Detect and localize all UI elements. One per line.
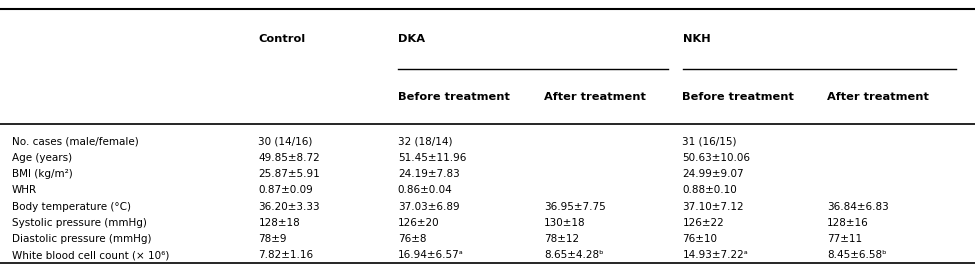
- Text: 0.88±0.10: 0.88±0.10: [682, 185, 737, 195]
- Text: 8.65±4.28ᵇ: 8.65±4.28ᵇ: [544, 250, 604, 260]
- Text: Diastolic pressure (mmHg): Diastolic pressure (mmHg): [12, 234, 151, 244]
- Text: 0.87±0.09: 0.87±0.09: [258, 185, 313, 195]
- Text: After treatment: After treatment: [544, 92, 645, 102]
- Text: 37.10±7.12: 37.10±7.12: [682, 201, 744, 212]
- Text: 25.87±5.91: 25.87±5.91: [258, 169, 320, 179]
- Text: 128±16: 128±16: [827, 218, 869, 228]
- Text: 126±22: 126±22: [682, 218, 724, 228]
- Text: 126±20: 126±20: [398, 218, 440, 228]
- Text: 24.19±7.83: 24.19±7.83: [398, 169, 459, 179]
- Text: 76±10: 76±10: [682, 234, 718, 244]
- Text: Systolic pressure (mmHg): Systolic pressure (mmHg): [12, 218, 146, 228]
- Text: Body temperature (°C): Body temperature (°C): [12, 201, 131, 212]
- Text: 30 (14/16): 30 (14/16): [258, 137, 313, 147]
- Text: Age (years): Age (years): [12, 153, 72, 163]
- Text: 36.95±7.75: 36.95±7.75: [544, 201, 605, 212]
- Text: 36.84±6.83: 36.84±6.83: [827, 201, 888, 212]
- Text: Control: Control: [258, 34, 305, 44]
- Text: 78±9: 78±9: [258, 234, 287, 244]
- Text: DKA: DKA: [398, 34, 425, 44]
- Text: 0.86±0.04: 0.86±0.04: [398, 185, 452, 195]
- Text: 76±8: 76±8: [398, 234, 426, 244]
- Text: Before treatment: Before treatment: [682, 92, 795, 102]
- Text: 8.45±6.58ᵇ: 8.45±6.58ᵇ: [827, 250, 886, 260]
- Text: 51.45±11.96: 51.45±11.96: [398, 153, 466, 163]
- Text: 32 (18/14): 32 (18/14): [398, 137, 452, 147]
- Text: After treatment: After treatment: [827, 92, 928, 102]
- Text: 24.99±9.07: 24.99±9.07: [682, 169, 744, 179]
- Text: White blood cell count (× 10⁶): White blood cell count (× 10⁶): [12, 250, 169, 260]
- Text: 31 (16/15): 31 (16/15): [682, 137, 737, 147]
- Text: 36.20±3.33: 36.20±3.33: [258, 201, 320, 212]
- Text: 14.93±7.22ᵃ: 14.93±7.22ᵃ: [682, 250, 748, 260]
- Text: 130±18: 130±18: [544, 218, 586, 228]
- Text: 77±11: 77±11: [827, 234, 862, 244]
- Text: 37.03±6.89: 37.03±6.89: [398, 201, 459, 212]
- Text: 50.63±10.06: 50.63±10.06: [682, 153, 751, 163]
- Text: No. cases (male/female): No. cases (male/female): [12, 137, 138, 147]
- Text: 7.82±1.16: 7.82±1.16: [258, 250, 314, 260]
- Text: 78±12: 78±12: [544, 234, 579, 244]
- Text: 49.85±8.72: 49.85±8.72: [258, 153, 320, 163]
- Text: Before treatment: Before treatment: [398, 92, 510, 102]
- Text: 128±18: 128±18: [258, 218, 300, 228]
- Text: NKH: NKH: [682, 34, 710, 44]
- Text: BMI (kg/m²): BMI (kg/m²): [12, 169, 72, 179]
- Text: 16.94±6.57ᵃ: 16.94±6.57ᵃ: [398, 250, 463, 260]
- Text: WHR: WHR: [12, 185, 37, 195]
